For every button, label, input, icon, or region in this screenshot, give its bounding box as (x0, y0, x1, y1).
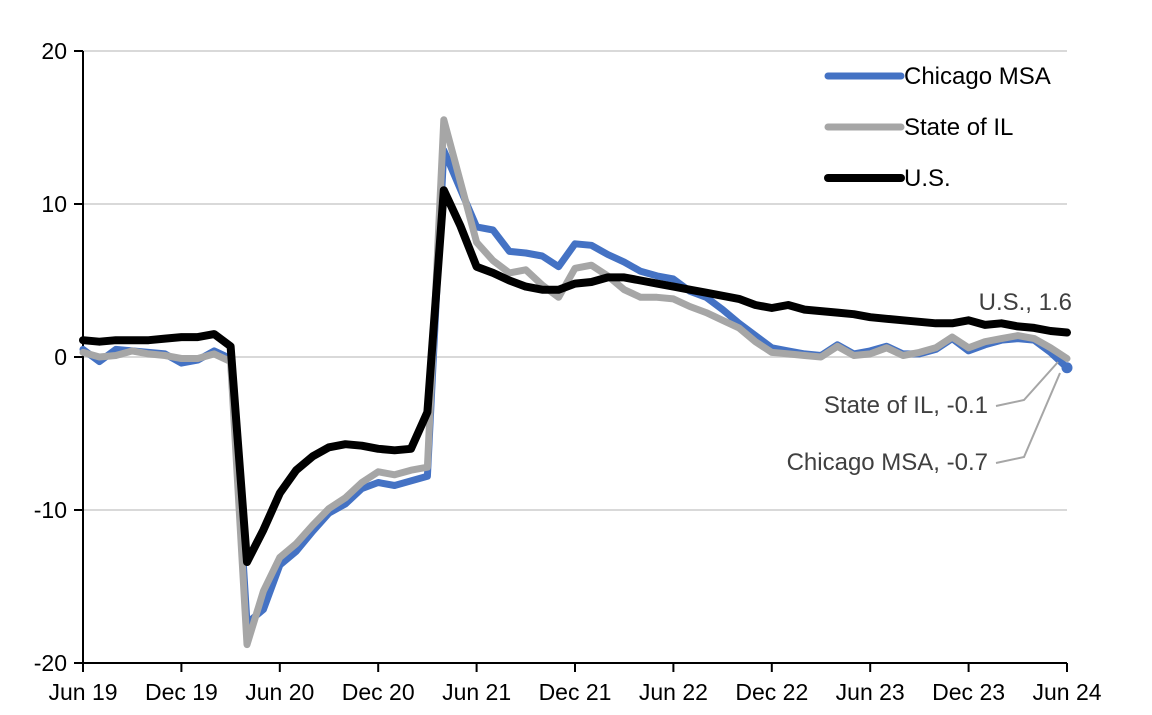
legend-label: U.S. (904, 165, 951, 192)
y-tick-label: 10 (41, 191, 67, 217)
legend-label: State of IL (904, 114, 1013, 141)
annotation-leader-line (995, 361, 1059, 407)
x-tick-label: Jun 19 (48, 679, 117, 705)
series-u-s (79, 186, 1071, 566)
y-axis-ticks: 20 10 0 -10 -20 (34, 38, 83, 676)
legend-item-state-of-il: State of IL (824, 114, 1013, 141)
legend-item-u-s: U.S. (824, 165, 951, 192)
legend-label: Chicago MSA (904, 63, 1051, 90)
x-tick-label: Jun 21 (442, 679, 511, 705)
x-tick-label: Dec 21 (539, 679, 612, 705)
legend: Chicago MSA State of IL U.S. (824, 63, 1051, 192)
x-axis-ticks: Jun 19 Dec 19 Jun 20 Dec 20 Jun 21 Dec 21 Jun … (48, 663, 1102, 705)
y-tick-label: -20 (34, 650, 67, 676)
annotation-leader-line (995, 372, 1061, 464)
x-tick-label: Jun 24 (1032, 679, 1101, 705)
annotation-chicago-msa: Chicago MSA, -0.7 (787, 372, 1061, 476)
x-tick-label: Jun 20 (245, 679, 314, 705)
x-tick-label: Jun 22 (639, 679, 708, 705)
x-tick-label: Dec 19 (145, 679, 218, 705)
annotation-label: Chicago MSA, -0.7 (787, 449, 988, 476)
x-tick-label: Dec 23 (932, 679, 1005, 705)
series-state-of-il (79, 116, 1071, 649)
series-end-marker (1061, 362, 1073, 374)
annotation-label: State of IL, -0.1 (824, 392, 988, 419)
y-tick-label: 20 (41, 38, 67, 64)
x-tick-label: Dec 20 (342, 679, 415, 705)
x-tick-label: Dec 22 (735, 679, 808, 705)
annotation-label: U.S., 1.6 (979, 289, 1072, 316)
y-tick-label: 0 (54, 344, 67, 370)
annotation-u-s: U.S., 1.6 (979, 289, 1072, 316)
legend-item-chicago-msa: Chicago MSA (824, 63, 1051, 90)
x-tick-label: Jun 23 (836, 679, 905, 705)
y-tick-label: -10 (34, 497, 67, 523)
annotation-state-of-il: State of IL, -0.1 (824, 361, 1059, 419)
